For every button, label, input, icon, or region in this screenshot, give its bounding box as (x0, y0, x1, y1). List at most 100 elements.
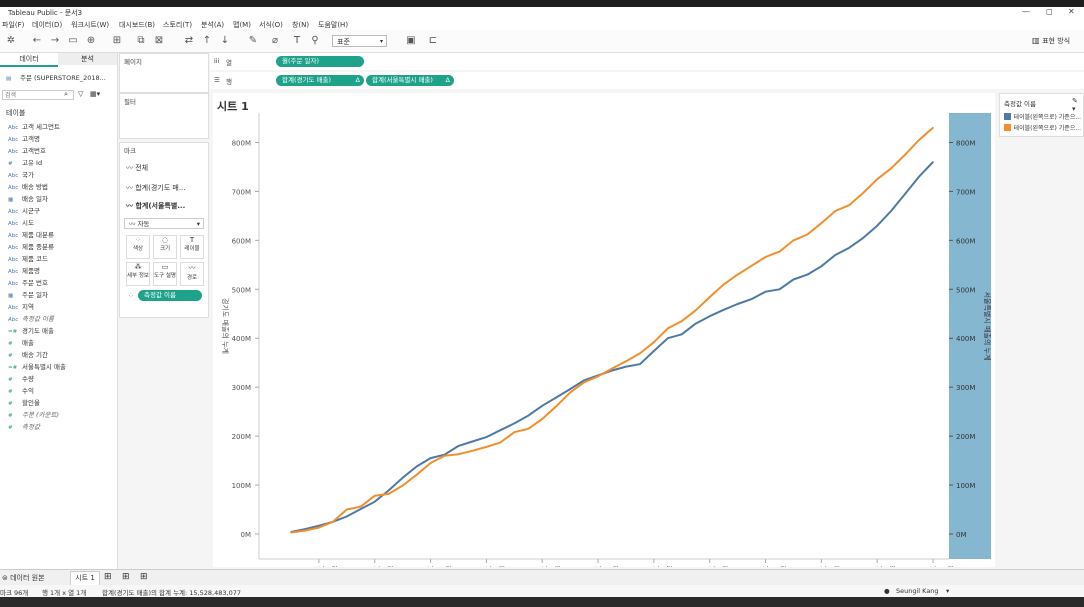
dimension-field[interactable]: ▦ 주문 일자 (8, 289, 48, 299)
line-chart[interactable]: 0M 0M 100M 100M 200M 200M 300M 300M 400M 400M 500M… (213, 93, 995, 567)
duplicate-sheet-icon[interactable]: ⧉ (137, 35, 145, 46)
group-icon[interactable]: ⌀ (271, 35, 279, 46)
rows-pill-gyeonggi[interactable]: 합계(경기도 매출) Δ (276, 75, 364, 86)
new-story-icon[interactable]: ⊞ (140, 572, 148, 582)
columns-pill-order-month[interactable]: 월(주문 일자) (276, 56, 364, 67)
save-icon[interactable]: ▭ (68, 35, 78, 46)
menu-map[interactable]: 맵(M) (233, 21, 251, 29)
menu-analysis[interactable]: 분석(A) (201, 21, 225, 29)
dimension-field[interactable]: Abc 제품 중분류 (8, 241, 54, 251)
datasource-item[interactable]: ▤ 주문 (SUPERSTORE_2018... (6, 72, 106, 82)
tab-datasource[interactable]: ⊜ 데이터 원본 (2, 573, 45, 583)
dimension-field[interactable]: Abc 지역 (8, 301, 34, 311)
labels-icon[interactable]: T (293, 35, 301, 46)
minimize-icon[interactable]: — (1022, 7, 1030, 16)
undo-icon[interactable]: ← (32, 35, 42, 46)
dimension-field[interactable]: # 고유 Id (8, 157, 42, 167)
tab-sheet-1[interactable]: 시트 1 (70, 571, 100, 586)
data-point (862, 237, 864, 239)
color-card[interactable]: ⁘ 색상 (126, 235, 150, 259)
data-point (541, 418, 543, 420)
filters-shelf[interactable]: 필터 (119, 93, 209, 139)
legend-menu-icon[interactable]: ✎ ▾ (1072, 97, 1078, 113)
dimension-field[interactable]: Abc 측정값 이름 (8, 313, 54, 323)
presentation-icon[interactable]: ▣ (406, 35, 416, 46)
menu-story[interactable]: 스토리(T) (163, 21, 193, 29)
new-datasource-icon[interactable]: ⊕ (86, 35, 96, 46)
mark-type-select[interactable]: 〰 자동 ▾ (124, 218, 204, 229)
menu-format[interactable]: 서식(O) (259, 21, 283, 29)
tab-data[interactable]: 데이터 (0, 53, 58, 67)
measure-names-pill[interactable]: 측정값 이름 (138, 290, 202, 301)
line-icon: 〰 (126, 202, 136, 210)
columns-shelf[interactable]: iii 열 월(주문 일자) (210, 53, 1084, 70)
measure-field[interactable]: =# 서울특별시 매출 (8, 361, 66, 371)
sort-asc-icon[interactable]: ↑ (202, 35, 212, 46)
measure-field[interactable]: # 수익 (8, 385, 34, 395)
tab-analysis[interactable]: 분석 (58, 53, 117, 65)
new-worksheet-icon[interactable]: ⊞ (112, 35, 122, 46)
dimension-field[interactable]: Abc 주문 번호 (8, 277, 48, 287)
chevron-down-icon[interactable]: ▾ (946, 587, 950, 595)
marks-all[interactable]: 〰 전체 (126, 163, 148, 173)
menu-dashboard[interactable]: 대시보드(B) (119, 21, 156, 29)
columns-pill-label: 월(주문 일자) (282, 57, 320, 65)
menu-file[interactable]: 파일(F) (2, 21, 25, 29)
share-icon[interactable]: ⊏ (428, 35, 438, 46)
menu-window[interactable]: 창(N) (292, 21, 310, 29)
view-options-icon[interactable]: ▦▾ (90, 90, 101, 98)
size-card[interactable]: ◌ 크기 (153, 235, 177, 259)
tableau-logo-icon[interactable]: ✲ (6, 35, 16, 46)
new-sheet-icon[interactable]: ⊞ (104, 572, 112, 582)
sort-desc-icon[interactable]: ↓ (220, 35, 230, 46)
dimension-field[interactable]: Abc 배송 방법 (8, 181, 48, 191)
dimension-field[interactable]: Abc 시군구 (8, 205, 40, 215)
measure-field[interactable]: =# 경기도 매출 (8, 325, 54, 335)
field-search-input[interactable] (2, 90, 74, 100)
pin-icon[interactable]: ⚲ (311, 35, 319, 46)
highlight-icon[interactable]: ✎ (248, 35, 258, 46)
dimension-field[interactable]: Abc 제품명 (8, 265, 40, 275)
dimension-field[interactable]: Abc 국가 (8, 169, 34, 179)
measure-field[interactable]: # 매출 (8, 337, 34, 347)
menu-help[interactable]: 도움말(H) (318, 21, 349, 29)
marks-measure-1[interactable]: 〰 합계(경기도 매... (126, 183, 186, 193)
measure-field[interactable]: # 측정값 (8, 421, 40, 431)
dimension-field[interactable]: Abc 제품 코드 (8, 253, 48, 263)
redo-icon[interactable]: → (50, 35, 60, 46)
pages-shelf[interactable]: 페이지 (119, 53, 209, 93)
legend-item-1[interactable]: 테이블(왼쪽으로) 기준으... (1004, 112, 1081, 121)
dimension-field[interactable]: Abc 고객명 (8, 133, 40, 143)
new-dashboard-icon[interactable]: ⊞ (122, 572, 130, 582)
measure-field[interactable]: # 배송 기간 (8, 349, 48, 359)
detail-card[interactable]: ⁂ 세부 정보 (126, 262, 150, 286)
dimension-field[interactable]: Abc 제품 대분류 (8, 229, 54, 239)
fit-select[interactable]: 표준 ▾ (332, 35, 387, 47)
menu-data[interactable]: 데이터(D) (32, 21, 63, 29)
dimension-field[interactable]: Abc 고객번호 (8, 145, 46, 155)
rows-shelf[interactable]: ☰ 행 합계(경기도 매출) Δ 합계(서울특별시 매출) Δ (210, 72, 1084, 89)
measure-field[interactable]: # 수량 (8, 373, 34, 383)
data-point (583, 381, 585, 384)
dimension-field[interactable]: ▦ 배송 일자 (8, 193, 48, 203)
label-card[interactable]: T 레이블 (180, 235, 204, 259)
tooltip-card[interactable]: ▭ 도구 설명 (153, 262, 177, 286)
datasource-label: 주문 (SUPERSTORE_2018... (20, 74, 106, 82)
rows-pill-seoul[interactable]: 합계(서울특별시 매출) Δ (366, 75, 454, 86)
maximize-icon[interactable]: ◻ (1046, 7, 1053, 16)
status-user[interactable]: Seungil Kang (896, 587, 939, 595)
marks-measure-2[interactable]: 〰 합계(서울특별... (126, 201, 185, 211)
legend-item-2[interactable]: 테이블(왼쪽으로) 기준으... (1004, 123, 1081, 132)
measure-field[interactable]: # 주문 (카운트) (8, 409, 59, 419)
dimension-type-icon: Abc (8, 257, 19, 263)
dimension-field[interactable]: Abc 시도 (8, 217, 34, 227)
swap-icon[interactable]: ⇄ (184, 35, 194, 46)
filter-icon[interactable]: ▽ (78, 90, 84, 98)
clear-sheet-icon[interactable]: ⊠ (154, 35, 164, 46)
close-icon[interactable]: ✕ (1068, 7, 1075, 16)
show-me-button[interactable]: ▥ 표현 방식 (1032, 36, 1070, 46)
path-card[interactable]: 〰 경로 (180, 262, 204, 286)
measure-field[interactable]: # 할인율 (8, 397, 40, 407)
menu-worksheet[interactable]: 워크시트(W) (71, 21, 110, 29)
dimension-field[interactable]: Abc 고객 세그먼트 (8, 121, 60, 131)
